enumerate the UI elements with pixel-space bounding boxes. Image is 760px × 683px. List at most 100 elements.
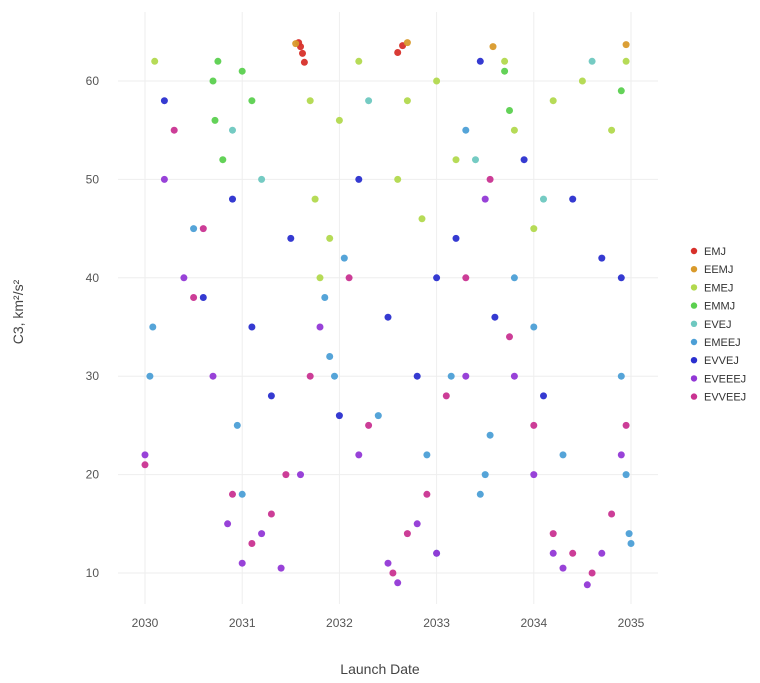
data-point xyxy=(447,372,455,380)
data-point xyxy=(149,323,157,331)
data-point xyxy=(365,421,373,429)
data-point xyxy=(423,490,431,498)
legend-label: EVEJ xyxy=(704,319,732,331)
data-point xyxy=(476,490,484,498)
legend-label: EMEEJ xyxy=(704,337,741,349)
legend: EMJ EEMJ EMEJ EMMJ EVEJ EMEEJ EVVEJ EVEEEJ EVVEE… xyxy=(690,246,746,404)
data-point xyxy=(530,225,538,233)
data-point xyxy=(423,451,431,459)
legend-label: EMMJ xyxy=(704,301,735,313)
data-point xyxy=(248,540,256,547)
x-axis-title: Launch Date xyxy=(340,661,420,677)
data-point xyxy=(510,372,518,380)
data-point xyxy=(316,323,324,331)
data-point xyxy=(321,294,329,301)
series-eveeej xyxy=(141,175,625,589)
data-point xyxy=(335,116,343,124)
data-point xyxy=(355,451,363,459)
legend-label: EMEJ xyxy=(704,282,733,294)
data-point xyxy=(394,175,402,183)
data-point xyxy=(617,274,625,282)
data-point xyxy=(617,451,625,459)
data-point xyxy=(481,471,489,479)
data-point xyxy=(452,234,460,242)
y-tick-label: 50 xyxy=(86,172,100,186)
legend-label: EVVEEJ xyxy=(704,392,746,404)
data-point xyxy=(510,126,518,134)
data-point xyxy=(520,156,528,164)
data-point xyxy=(627,540,635,547)
legend-marker xyxy=(690,320,698,327)
data-point xyxy=(588,569,596,577)
data-point xyxy=(224,520,232,528)
legend-marker xyxy=(690,302,698,309)
data-point xyxy=(345,274,353,282)
data-point xyxy=(413,520,421,528)
data-point xyxy=(501,67,509,75)
data-point xyxy=(335,412,343,420)
data-point xyxy=(306,372,314,380)
data-point xyxy=(229,490,236,498)
legend-label: EEMJ xyxy=(704,264,733,276)
data-point xyxy=(326,234,334,242)
data-point xyxy=(170,126,178,134)
y-tick-label: 40 xyxy=(86,271,100,285)
series-evvej xyxy=(160,57,625,420)
data-point xyxy=(506,107,513,114)
x-tick-label: 2031 xyxy=(229,616,256,630)
data-point xyxy=(433,549,441,557)
y-tick-label: 30 xyxy=(86,369,100,383)
data-point xyxy=(267,392,275,400)
data-point xyxy=(462,126,470,134)
data-point xyxy=(300,58,308,66)
data-point xyxy=(617,372,625,380)
data-point xyxy=(365,97,373,105)
x-tick-label: 2033 xyxy=(423,616,450,630)
data-point xyxy=(549,530,557,538)
data-point xyxy=(141,451,149,459)
data-point xyxy=(211,116,219,124)
data-point xyxy=(287,234,295,242)
data-point xyxy=(267,510,275,518)
data-point xyxy=(452,156,460,164)
legend-marker xyxy=(690,393,698,400)
data-point xyxy=(384,559,392,567)
data-point xyxy=(569,549,577,557)
data-point xyxy=(622,471,630,479)
data-point xyxy=(209,77,217,85)
y-tick-label: 20 xyxy=(86,468,100,482)
data-point xyxy=(248,323,256,331)
y-tick-label: 10 xyxy=(86,566,100,580)
data-point xyxy=(598,254,606,262)
data-point xyxy=(530,471,538,479)
data-point xyxy=(160,97,168,105)
data-point xyxy=(442,392,450,400)
data-point xyxy=(297,471,304,479)
series-evveej xyxy=(141,126,630,577)
data-point xyxy=(506,333,513,341)
data-point xyxy=(530,323,538,331)
data-point xyxy=(472,156,479,164)
legend-marker xyxy=(690,338,698,346)
data-point xyxy=(248,97,256,105)
data-point xyxy=(238,559,246,567)
data-point xyxy=(326,353,334,360)
data-point xyxy=(229,195,236,203)
data-point xyxy=(433,274,441,282)
data-point xyxy=(549,97,557,105)
data-point xyxy=(219,156,227,164)
data-point xyxy=(481,195,489,203)
legend-label: EMJ xyxy=(704,246,726,258)
legend-label: EVVEJ xyxy=(704,355,739,367)
data-points xyxy=(141,39,635,589)
data-point xyxy=(190,294,198,301)
data-point xyxy=(292,40,300,48)
data-point xyxy=(311,195,319,203)
data-point xyxy=(141,461,149,469)
data-point xyxy=(355,175,363,183)
data-point xyxy=(403,530,411,538)
y-axis-ticks: 10 20 30 40 50 60 xyxy=(86,74,100,580)
x-tick-label: 2030 xyxy=(132,616,159,630)
data-point xyxy=(588,57,596,65)
data-point xyxy=(622,41,630,49)
